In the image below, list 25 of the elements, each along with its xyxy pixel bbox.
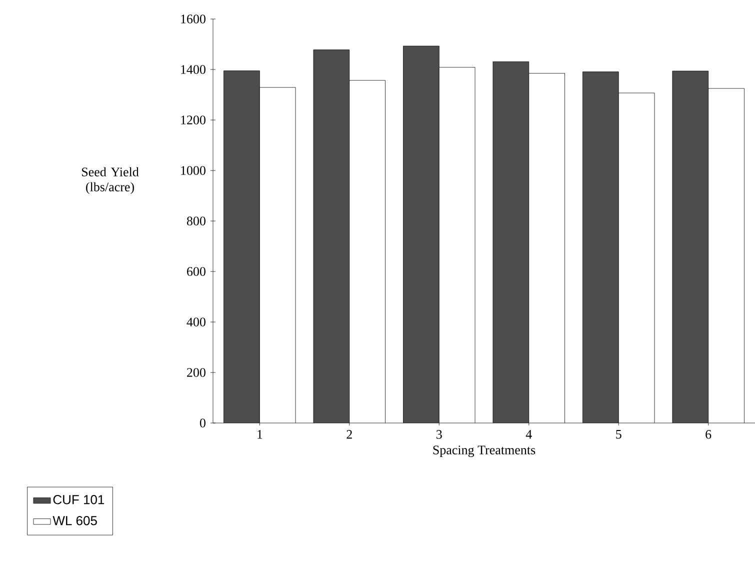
- bar: [672, 70, 709, 424]
- x-tick-label: 3: [436, 430, 442, 439]
- bar: [224, 70, 260, 424]
- y-tick-label: 1000: [181, 166, 206, 175]
- x-tick-label: 1: [258, 430, 262, 439]
- legend-label: CUF 101: [53, 495, 104, 504]
- y-axis-title: Seed Yield (lbs/acre): [82, 167, 139, 194]
- bar: [582, 72, 619, 424]
- y-tick-label: 800: [186, 216, 206, 226]
- bar: [492, 62, 529, 424]
- bar: [403, 46, 440, 424]
- y-tick-label: 1200: [181, 116, 206, 124]
- y-tick-label: 600: [187, 267, 206, 276]
- x-axis-title: Spacing Treatments: [433, 446, 536, 458]
- bar: [314, 50, 350, 424]
- y-tick-label: 400: [186, 318, 206, 326]
- y-tick-label: 1600: [181, 14, 206, 24]
- x-tick-label: 5: [616, 430, 622, 439]
- x-tick-label: 6: [706, 430, 712, 439]
- y-tick-label: 0: [200, 418, 206, 428]
- y-tick-label: 1400: [181, 65, 206, 74]
- x-tick-label: 4: [526, 430, 532, 439]
- y-tick-label: 200: [187, 368, 206, 377]
- legend-label: WL 605: [52, 516, 97, 526]
- x-tick-label: 2: [346, 430, 352, 439]
